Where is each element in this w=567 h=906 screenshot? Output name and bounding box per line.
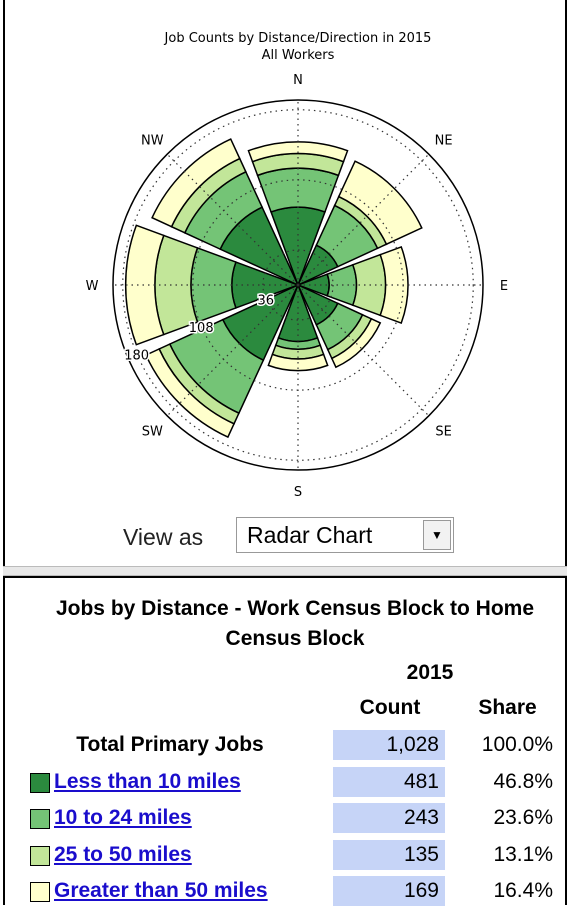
chart-subtitle: All Workers [262,48,335,63]
spoke [297,284,430,417]
share-cell: 13.1% [493,842,553,866]
column-header: Count [359,696,421,719]
view-label: View as [123,524,204,550]
distance-link[interactable]: 25 to 50 miles [54,842,192,866]
table-title: Jobs by Distance - Work Census Block to … [55,597,535,650]
grid-circle [262,249,334,321]
view-select[interactable]: Radar Chart ▼ [236,517,454,553]
grid-circle [122,109,474,461]
legend-swatch [30,772,50,793]
legend-swatch [30,845,50,866]
total-label: Total Primary Jobs [76,733,264,756]
count-cell: 135 [333,839,445,870]
legend-swatch [30,809,50,829]
spoke [166,284,299,417]
outer-ring [112,99,484,471]
share-cell: 100.0% [481,733,553,756]
r-tick-label: 180 [124,348,149,363]
r-tick-label: 108 [189,321,214,336]
direction-label: SE [435,425,451,440]
spoke [166,153,299,286]
sector-segment [330,317,382,369]
chart-title: Job Counts by Distance/Direction in 2015 [164,31,432,46]
distance-link[interactable]: Greater than 50 miles [54,879,268,902]
top-panel [3,0,567,566]
direction-label: NW [141,133,164,148]
share-cell: 23.6% [493,806,553,829]
direction-label: W [86,279,99,294]
spoke [297,153,430,286]
column-header: Share [478,696,537,719]
chart: Job Counts by Distance/Direction in 2015… [85,31,509,500]
splitter[interactable] [3,566,567,576]
count-cell: 169 [333,876,445,906]
share-cell: 16.4% [493,879,553,902]
direction-label: N [293,73,303,88]
sector-segment [124,224,165,346]
r-tick-label: 36 [257,294,274,309]
distance-link[interactable]: Less than 10 miles [54,769,241,793]
year-header: 2015 [406,661,454,684]
distance-link[interactable]: 10 to 24 miles [54,806,192,829]
direction-label: E [500,279,508,294]
sector-segment [379,245,409,325]
count-cell: 481 [333,766,445,797]
direction-label: NE [435,133,453,148]
count-cell: 243 [333,803,445,833]
legend-swatch [30,882,50,902]
dropdown-arrow[interactable]: ▼ [423,520,451,550]
share-cell: 46.8% [493,769,553,793]
count-cell: 1,028 [333,730,445,760]
direction-label: S [294,485,302,500]
direction-label: SW [142,425,163,440]
bottom-panel [3,576,567,905]
sector-segment [144,348,235,439]
view-value: Radar Chart [247,522,373,548]
